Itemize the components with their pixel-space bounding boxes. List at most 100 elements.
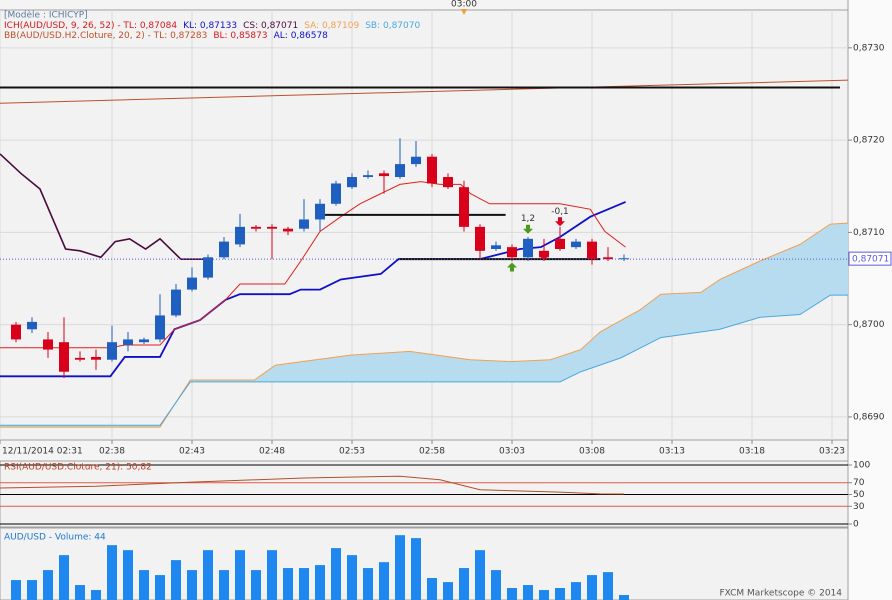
candle-body bbox=[283, 228, 293, 232]
candle-body bbox=[379, 173, 389, 177]
legend-entry: AL: 0,86578 bbox=[274, 31, 329, 41]
x-tick-label: 12/11/2014 02:31 bbox=[2, 447, 83, 457]
candle-body bbox=[203, 257, 213, 278]
model-label: [Modèle : ICHICYP] bbox=[4, 10, 88, 21]
y-tick-label: 0,8720 bbox=[853, 136, 885, 146]
volume-bar bbox=[379, 562, 389, 600]
volume-bar bbox=[363, 568, 373, 600]
candle-body bbox=[251, 226, 261, 229]
volume-bar bbox=[27, 580, 37, 600]
indicator-legend: ICH(AUD/USD, 9, 26, 52) - TL: 0,87084 KL:… bbox=[4, 21, 420, 31]
volume-bar bbox=[299, 568, 309, 600]
candle-body bbox=[459, 187, 469, 227]
signal-arrow bbox=[555, 217, 565, 227]
panel-title: AUD/USD - Volume: 44 bbox=[4, 533, 106, 543]
x-tick-label: 02:43 bbox=[179, 447, 205, 457]
candle-body bbox=[187, 277, 197, 290]
volume-bar bbox=[123, 550, 133, 600]
candle-body bbox=[347, 177, 357, 188]
volume-bar bbox=[155, 575, 165, 600]
candle-body bbox=[443, 177, 453, 188]
candle-body bbox=[11, 324, 21, 340]
y-tick-label: 0,8690 bbox=[853, 412, 885, 422]
volume-bar bbox=[75, 585, 85, 600]
volume-bar bbox=[43, 570, 53, 600]
volume-bar bbox=[139, 570, 149, 600]
candle-body bbox=[427, 156, 437, 184]
indicator-line bbox=[0, 294, 848, 426]
x-tick-label: 02:58 bbox=[419, 447, 445, 457]
candle-body bbox=[107, 342, 117, 360]
indicator-line bbox=[0, 153, 205, 260]
indicator-line bbox=[0, 181, 626, 349]
volume-bar bbox=[235, 550, 245, 600]
volume-bar bbox=[203, 550, 213, 600]
rsi-line bbox=[0, 475, 625, 495]
candle-body bbox=[59, 342, 69, 372]
volume-bar bbox=[539, 590, 549, 600]
signal-label: 1,2 bbox=[521, 214, 535, 224]
candle-body bbox=[571, 241, 581, 248]
volume-bar bbox=[283, 568, 293, 600]
time-marker-label: 03:00 bbox=[451, 0, 477, 10]
y-tick-label: 100 bbox=[853, 461, 870, 471]
volume-bar bbox=[267, 550, 277, 600]
x-tick-label: 03:23 bbox=[819, 447, 845, 457]
candle-body bbox=[139, 339, 149, 343]
candle-body bbox=[315, 203, 325, 220]
footer: FXCM Marketscope © 2014 bbox=[719, 589, 842, 599]
candle-body bbox=[603, 257, 613, 260]
candle-body bbox=[395, 164, 405, 178]
volume-bar bbox=[11, 580, 21, 600]
x-tick-label: 02:53 bbox=[339, 447, 365, 457]
y-tick-label: 0,8730 bbox=[853, 43, 885, 53]
candle-body bbox=[555, 238, 565, 249]
x-tick-label: 03:08 bbox=[579, 447, 605, 457]
indicator-legend: BB(AUD/USD.H2.Cloture, 20, 2) - TL: 0,87… bbox=[4, 31, 328, 41]
legend-entry: BL: 0,85873 bbox=[213, 31, 267, 41]
candle-body bbox=[123, 339, 133, 345]
volume-bar bbox=[315, 565, 325, 600]
volume-bar bbox=[411, 538, 421, 600]
legend-entry: CS: 0,87071 bbox=[243, 21, 298, 31]
last-price-label: 0,87071 bbox=[852, 255, 889, 265]
candle-body bbox=[235, 226, 245, 245]
candle-body bbox=[587, 241, 597, 260]
x-tick-label: 03:03 bbox=[499, 447, 525, 457]
candle-body bbox=[411, 156, 421, 165]
panel-title: RSI(AUD/USD.Cloture, 21): 50,82 bbox=[4, 463, 152, 473]
x-tick-label: 02:48 bbox=[259, 447, 285, 457]
volume-bar bbox=[187, 570, 197, 600]
volume-bar bbox=[491, 570, 501, 600]
volume-bar bbox=[507, 587, 517, 600]
volume-bar bbox=[331, 548, 341, 600]
price-axis-panel bbox=[848, 0, 892, 600]
volume-bar bbox=[427, 578, 437, 600]
y-tick-label: 50 bbox=[853, 490, 865, 500]
candle-body bbox=[27, 321, 37, 330]
candle-body bbox=[75, 357, 85, 360]
last-price-box bbox=[848, 251, 892, 266]
x-tick-label: 02:38 bbox=[99, 447, 125, 457]
volume-bar bbox=[91, 590, 101, 600]
legend-entry: ICH(AUD/USD, 9, 26, 52) - TL: 0,87084 bbox=[4, 21, 177, 31]
volume-bar bbox=[347, 555, 357, 600]
volume-bar bbox=[459, 568, 469, 600]
volume-bar bbox=[555, 587, 565, 600]
indicator-line bbox=[0, 222, 848, 428]
y-tick-label: 0,8710 bbox=[853, 228, 885, 238]
candle-body bbox=[219, 241, 229, 258]
y-tick-label: 0 bbox=[853, 520, 859, 530]
volume-bar bbox=[523, 585, 533, 600]
candle-body bbox=[363, 175, 373, 178]
signal-arrow bbox=[539, 251, 549, 261]
candle-body bbox=[523, 238, 533, 258]
volume-bar bbox=[587, 575, 597, 600]
volume-bar bbox=[219, 570, 229, 600]
candle-body bbox=[91, 356, 101, 360]
legend-entry: SA: 0,87109 bbox=[304, 21, 359, 31]
x-tick-label: 03:13 bbox=[659, 447, 685, 457]
volume-bar bbox=[395, 535, 405, 600]
main-plot: 1,2 -0,1 bbox=[0, 10, 848, 440]
